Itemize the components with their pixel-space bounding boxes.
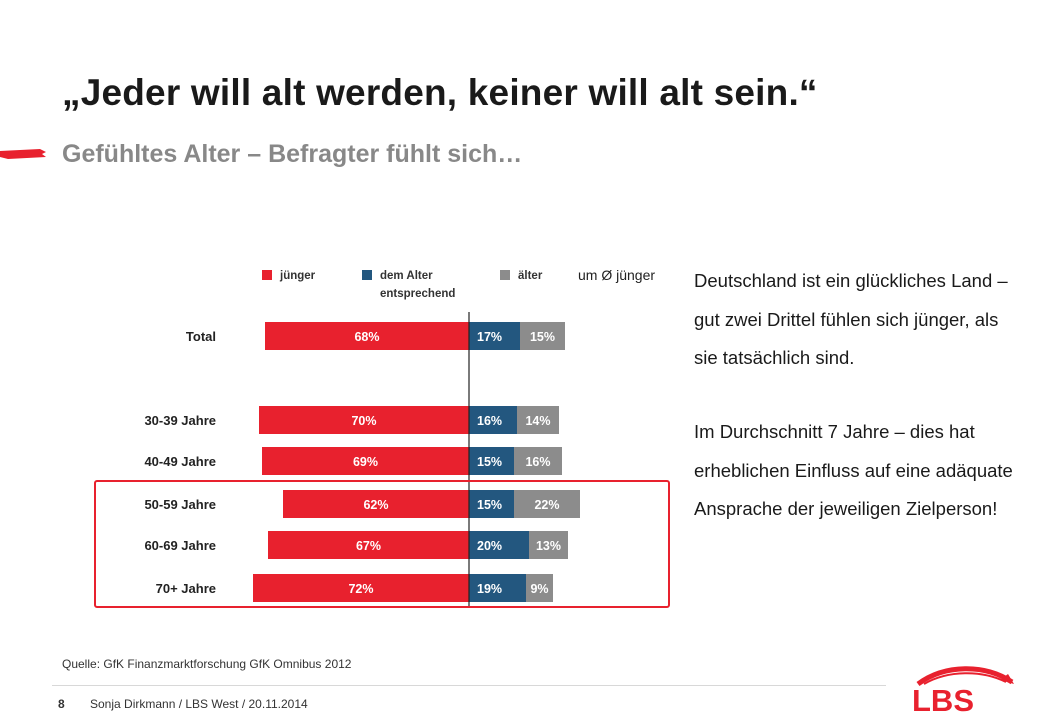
legend-label: älter bbox=[518, 270, 543, 282]
source-note: Quelle: GfK Finanzmarktforschung GfK Omn… bbox=[62, 657, 352, 671]
bar-label-entsprechend: 20% bbox=[477, 539, 502, 553]
bar-label-juenger: 72% bbox=[348, 582, 373, 596]
category-label: 30-39 Jahre bbox=[144, 413, 216, 428]
bar-aelter bbox=[514, 490, 580, 518]
legend-swatch bbox=[262, 270, 272, 280]
bar-label-entsprechend: 19% bbox=[477, 582, 502, 596]
bar-entsprechend bbox=[469, 490, 514, 518]
bar-label-aelter: 13% bbox=[536, 539, 561, 553]
bar-aelter bbox=[526, 574, 553, 602]
bar-juenger bbox=[268, 531, 469, 559]
footer-divider bbox=[52, 685, 886, 686]
legend-label: jünger bbox=[279, 270, 316, 282]
category-label: 50-59 Jahre bbox=[144, 497, 216, 512]
bar-label-aelter: 15% bbox=[530, 330, 555, 344]
category-label: 60-69 Jahre bbox=[144, 538, 216, 553]
bar-aelter bbox=[529, 531, 568, 559]
bar-label-entsprechend: 15% bbox=[477, 498, 502, 512]
bar-entsprechend bbox=[469, 447, 514, 475]
legend-swatch bbox=[500, 270, 510, 280]
bar-label-juenger: 70% bbox=[351, 414, 376, 428]
page-number: 8 bbox=[58, 697, 65, 711]
bar-aelter bbox=[517, 406, 559, 434]
bar-label-aelter: 16% bbox=[525, 455, 550, 469]
bar-juenger bbox=[262, 447, 469, 475]
bar-label-juenger: 69% bbox=[353, 455, 378, 469]
extra-column-label: um Ø jünger bbox=[578, 267, 655, 283]
bar-juenger bbox=[265, 322, 469, 350]
lbs-logo: LBS bbox=[912, 666, 1014, 714]
bar-juenger bbox=[253, 574, 469, 602]
legend-label: dem Alter bbox=[380, 270, 433, 282]
bar-entsprechend bbox=[469, 574, 526, 602]
bar-entsprechend bbox=[469, 406, 517, 434]
bar-label-entsprechend: 16% bbox=[477, 414, 502, 428]
bar-entsprechend bbox=[469, 322, 520, 350]
bar-label-aelter: 14% bbox=[525, 414, 550, 428]
bar-entsprechend bbox=[469, 531, 529, 559]
red-brush-mark bbox=[0, 149, 46, 159]
bar-label-entsprechend: 15% bbox=[477, 455, 502, 469]
bar-aelter bbox=[514, 447, 562, 475]
bar-label-aelter: 9% bbox=[530, 582, 548, 596]
bar-label-juenger: 62% bbox=[363, 498, 388, 512]
bar-aelter bbox=[520, 322, 565, 350]
bar-label-entsprechend: 17% bbox=[477, 330, 502, 344]
highlight-frame bbox=[94, 480, 670, 608]
category-label: 70+ Jahre bbox=[156, 581, 216, 596]
paragraph-1: Deutschland ist ein glückliches Land – g… bbox=[694, 270, 1008, 368]
footer-text: Sonja Dirkmann / LBS West / 20.11.2014 bbox=[90, 697, 308, 711]
lbs-logo-text: LBS bbox=[912, 683, 974, 714]
legend-label: entsprechend bbox=[380, 288, 455, 300]
page-subtitle: Gefühltes Alter – Befragter fühlt sich… bbox=[62, 140, 523, 168]
page-title: „Jeder will alt werden, keiner will alt … bbox=[62, 72, 818, 113]
bar-label-juenger: 68% bbox=[354, 330, 379, 344]
bar-label-juenger: 67% bbox=[356, 539, 381, 553]
legend-swatch bbox=[362, 270, 372, 280]
paragraph-2: Im Durchschnitt 7 Jahre – dies hat erheb… bbox=[694, 421, 1013, 519]
bar-juenger bbox=[259, 406, 469, 434]
category-label: Total bbox=[186, 329, 216, 344]
bar-juenger bbox=[283, 490, 469, 518]
bar-label-aelter: 22% bbox=[534, 498, 559, 512]
category-label: 40-49 Jahre bbox=[144, 454, 216, 469]
